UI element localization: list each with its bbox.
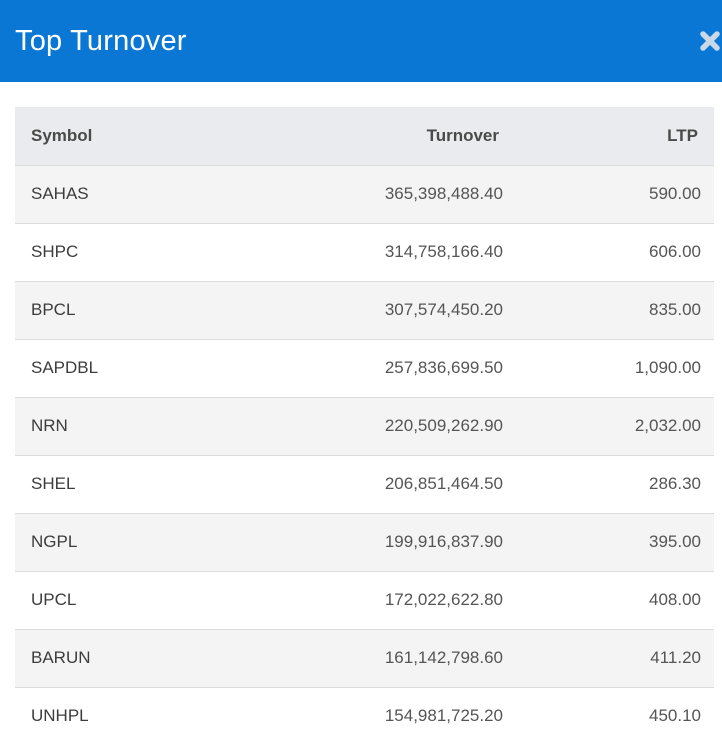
cell-symbol: UNHPL [31,706,89,726]
header-row: Symbol Turnover LTP [15,107,714,165]
cell-symbol: SAHAS [31,184,89,203]
cell-turnover: 257,836,699.50 [384,358,503,377]
table-body: SAHAS 365,398,488.40 590.00 SHPC 314,758,166… [15,165,714,745]
modal-header: Top Turnover [0,0,722,82]
column-header-symbol[interactable]: Symbol [31,125,93,145]
table-row[interactable]: SAPDBL 257,836,699.50 1,090.00 [15,339,714,397]
cell-turnover: 307,574,450.20 [384,300,503,319]
cell-turnover: 220,509,262.90 [384,416,503,435]
cell-turnover: 172,022,622.80 [384,590,503,609]
table-row[interactable]: UNHPL 154,981,725.20 450.10 [15,687,714,745]
table-row[interactable]: BARUN 161,142,798.60 411.20 [15,629,714,687]
cell-symbol: NRN [31,416,68,435]
cell-ltp: 411.20 [650,648,701,667]
cell-symbol: UPCL [31,590,77,609]
cell-ltp: 1,090.00 [634,358,701,377]
cell-ltp: 450.10 [649,706,701,726]
cell-ltp: 408.00 [649,590,701,609]
cell-symbol: SHPC [31,242,79,261]
table-header: Symbol Turnover LTP [15,107,714,165]
table-row[interactable]: SHEL 206,851,464.50 286.30 [15,455,714,513]
cell-turnover: 161,142,798.60 [384,648,503,667]
cell-ltp: 606.00 [649,242,701,261]
cell-ltp: 286.30 [649,474,701,493]
table-row[interactable]: BPCL 307,574,450.20 835.00 [15,281,714,339]
table-row[interactable]: NGPL 199,916,837.90 395.00 [15,513,714,571]
table-row[interactable]: SAHAS 365,398,488.40 590.00 [15,165,714,223]
table-row[interactable]: SHPC 314,758,166.40 606.00 [15,223,714,281]
turnover-table: Symbol Turnover LTP SAHAS 365,398,488.40 5… [15,107,714,745]
cell-turnover: 314,758,166.40 [384,242,503,261]
close-x-icon [700,31,720,51]
cell-ltp: 2,032.00 [634,416,701,435]
modal-title: Top Turnover [15,24,187,57]
cell-symbol: NGPL [31,532,78,551]
cell-ltp: 835.00 [649,300,701,319]
table-container: Symbol Turnover LTP SAHAS 365,398,488.40 5… [0,82,722,745]
cell-ltp: 395.00 [649,532,701,551]
table-row[interactable]: UPCL 172,022,622.80 408.00 [15,571,714,629]
cell-symbol: BPCL [31,300,76,319]
column-header-turnover[interactable]: Turnover [426,125,499,145]
cell-symbol: SHEL [31,474,76,493]
column-header-ltp[interactable]: LTP [667,125,698,145]
cell-turnover: 206,851,464.50 [384,474,503,493]
table-row[interactable]: NRN 220,509,262.90 2,032.00 [15,397,714,455]
cell-symbol: BARUN [31,648,91,667]
cell-symbol: SAPDBL [31,358,99,377]
cell-ltp: 590.00 [649,184,701,203]
cell-turnover: 365,398,488.40 [384,184,503,203]
cell-turnover: 154,981,725.20 [384,706,503,726]
close-button[interactable] [682,21,722,61]
cell-turnover: 199,916,837.90 [384,532,503,551]
